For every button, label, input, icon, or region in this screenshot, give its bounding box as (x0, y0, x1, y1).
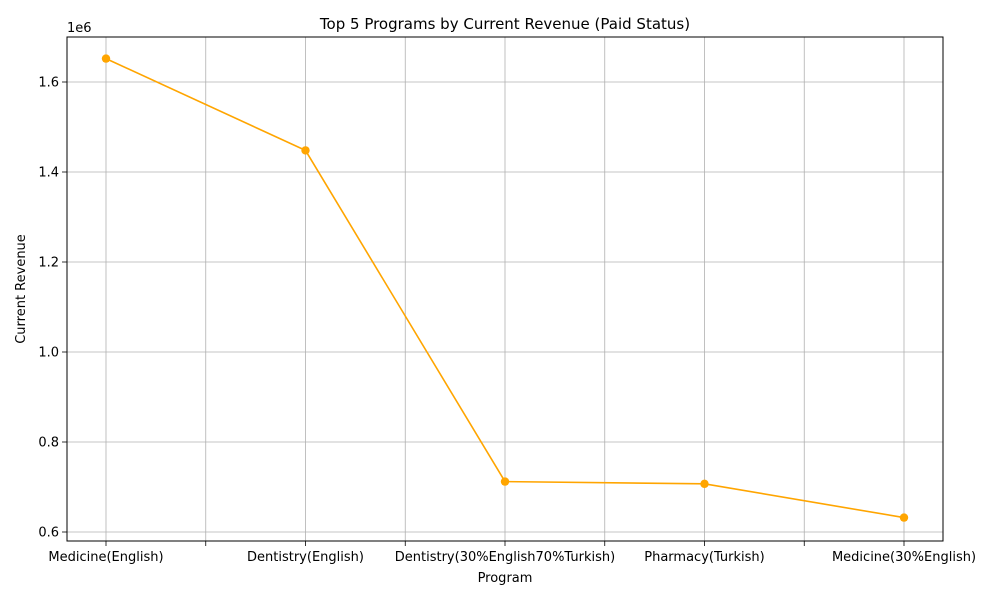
chart-title: Top 5 Programs by Current Revenue (Paid … (319, 15, 690, 33)
y-tick-label: 1.0 (38, 346, 59, 361)
x-axis-label: Program (478, 571, 533, 586)
x-tick-label: Dentistry(30%English70%Turkish) (395, 550, 615, 565)
y-tick-label: 1.2 (38, 256, 59, 271)
x-tick-label: Medicine(English) (48, 550, 163, 565)
y-axis-label: Current Revenue (14, 234, 29, 344)
data-point (301, 146, 310, 155)
data-point (899, 513, 909, 522)
x-tick-label: Medicine(30%English) (832, 550, 976, 565)
y-tick-label: 0.8 (38, 436, 59, 451)
x-tick-label: Pharmacy(Turkish) (644, 550, 764, 565)
data-point (500, 477, 510, 486)
series-layer (101, 54, 909, 522)
x-tick-label: Dentistry(English) (247, 550, 364, 565)
y-axis-multiplier: 1e6 (67, 21, 92, 36)
y-tick-label: 0.6 (38, 526, 59, 541)
grid-lines (67, 37, 943, 541)
y-tick-label: 1.4 (38, 166, 59, 181)
x-axis-ticks: Medicine(English) Dentistry(English) Denti… (48, 541, 976, 565)
y-tick-label: 1.6 (38, 76, 59, 91)
data-point (700, 479, 709, 489)
data-point (101, 54, 111, 63)
y-axis-ticks: 0.6 0.8 1.0 1.2 1.4 1.6 (38, 76, 67, 541)
